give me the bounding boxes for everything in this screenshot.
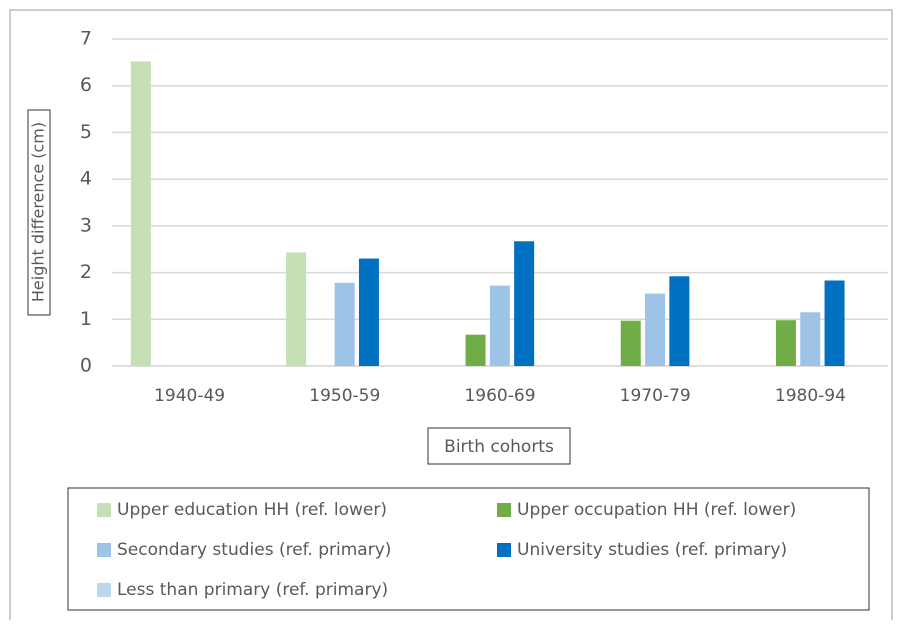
x-tick-label: 1970-79 (620, 386, 691, 406)
legend-label: Secondary studies (ref. primary) (117, 540, 391, 560)
y-tick-label: 4 (80, 168, 92, 190)
bar (645, 293, 666, 366)
legend-swatch (97, 503, 111, 517)
bar (824, 280, 845, 366)
x-axis-title: Birth cohorts (444, 437, 554, 457)
bar (800, 312, 821, 366)
bar (669, 276, 690, 366)
bar (620, 320, 641, 366)
x-tick-label: 1950-59 (309, 386, 380, 406)
legend-swatch (97, 543, 111, 557)
bar (465, 334, 486, 366)
y-axis-title: Height difference (cm) (29, 122, 48, 302)
legend-swatch (497, 543, 511, 557)
y-tick-label: 2 (80, 261, 92, 283)
y-title-box (27, 109, 51, 316)
legend-label: Less than primary (ref. primary) (117, 580, 388, 600)
y-tick-label: 5 (80, 121, 92, 143)
legend-box (67, 487, 870, 611)
bar (358, 258, 379, 366)
bar (775, 320, 796, 366)
legend-label: Upper education HH (ref. lower) (117, 500, 387, 520)
x-tick-label: 1960-69 (464, 386, 535, 406)
y-tick-label: 7 (80, 28, 92, 50)
bar (334, 282, 355, 366)
chart-frame (9, 9, 893, 624)
legend-label: Upper occupation HH (ref. lower) (517, 500, 796, 520)
x-title-box (427, 427, 571, 465)
bar (286, 252, 307, 366)
x-tick-label: 1940-49 (154, 386, 225, 406)
bar (130, 61, 151, 367)
legend-label: University studies (ref. primary) (517, 540, 787, 560)
bar (489, 285, 510, 366)
legend-swatch (97, 583, 111, 597)
y-tick-label: 6 (80, 74, 92, 96)
y-tick-label: 3 (80, 214, 92, 236)
x-tick-label: 1980-94 (775, 386, 846, 406)
y-tick-label: 0 (80, 355, 92, 377)
y-tick-label: 1 (80, 308, 92, 330)
legend-swatch (497, 503, 511, 517)
bar (514, 241, 535, 366)
